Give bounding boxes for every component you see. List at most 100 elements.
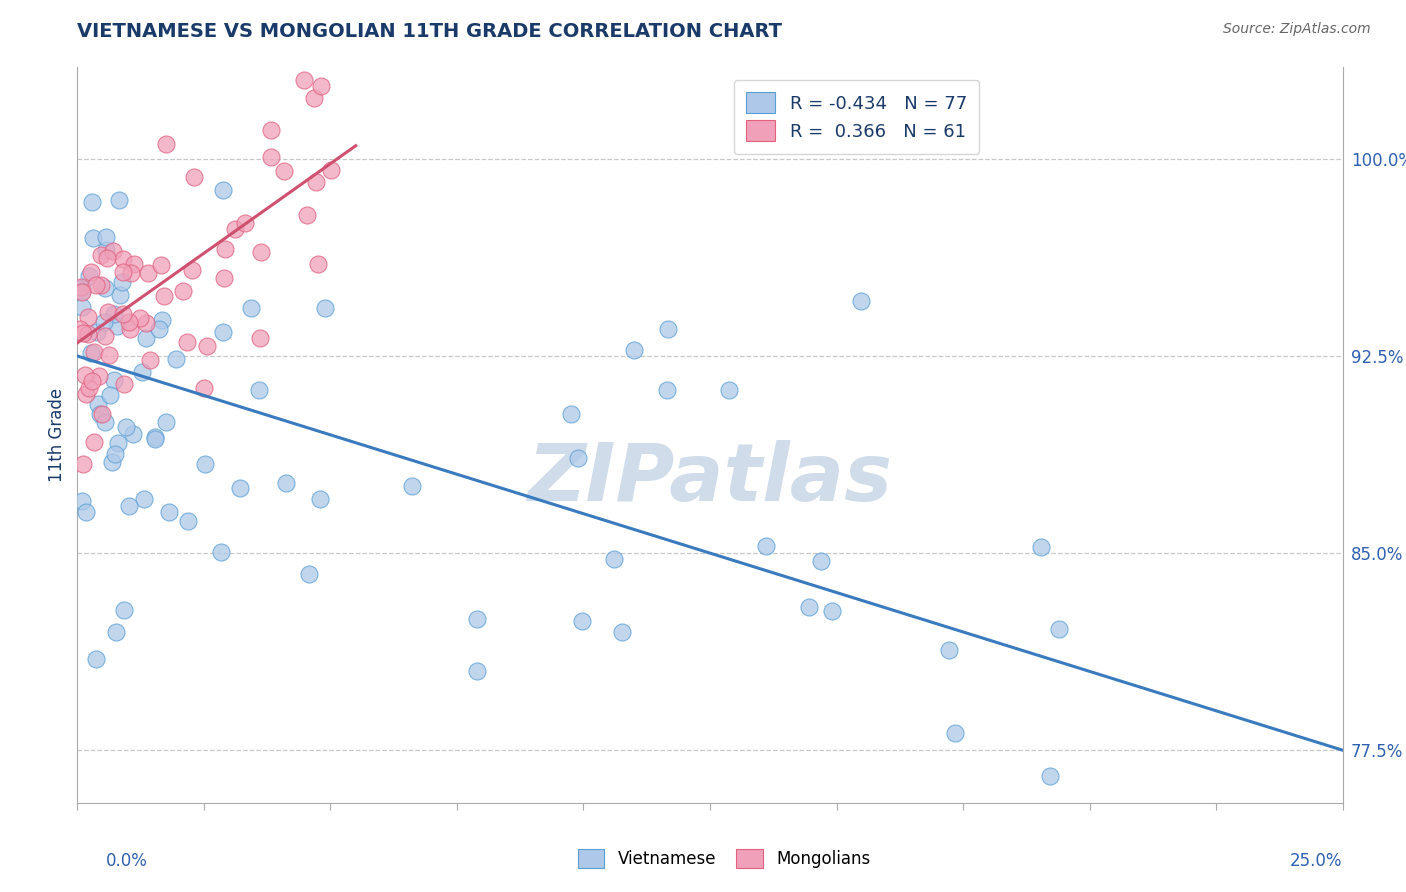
Point: [307, 257, 329, 271]
Point: [112, 377, 135, 392]
Point: [797, 600, 820, 615]
Point: [560, 408, 582, 422]
Point: [180, 263, 202, 277]
Point: [467, 612, 489, 626]
Point: [94, 230, 117, 244]
Point: [94, 415, 117, 429]
Point: [657, 322, 679, 336]
Point: [194, 457, 217, 471]
Point: [139, 352, 162, 367]
Point: [305, 175, 328, 189]
Point: [120, 266, 142, 280]
Y-axis label: 11th Grade: 11th Grade: [48, 388, 66, 482]
Point: [75, 505, 97, 519]
Point: [155, 137, 177, 152]
Point: [150, 313, 173, 327]
Point: [612, 624, 634, 639]
Point: [80, 346, 103, 360]
Point: [177, 514, 200, 528]
Point: [120, 322, 142, 336]
Point: [249, 384, 271, 398]
Point: [224, 222, 246, 236]
Point: [72, 326, 94, 340]
Text: ZIPatlas: ZIPatlas: [527, 440, 893, 518]
Point: [295, 208, 318, 222]
Point: [212, 270, 235, 285]
Point: [97, 348, 120, 362]
Point: [105, 319, 128, 334]
Point: [143, 432, 166, 446]
Point: [80, 265, 103, 279]
Point: [314, 301, 336, 315]
Point: [122, 257, 145, 271]
Point: [122, 426, 145, 441]
Point: [157, 505, 180, 519]
Point: [623, 343, 645, 357]
Point: [467, 665, 489, 679]
Legend: R = -0.434   N = 77, R =  0.366   N = 61: R = -0.434 N = 77, R = 0.366 N = 61: [734, 79, 980, 153]
Point: [97, 304, 120, 318]
Text: VIETNAMESE VS MONGOLIAN 11TH GRADE CORRELATION CHART: VIETNAMESE VS MONGOLIAN 11TH GRADE CORRE…: [77, 22, 782, 41]
Point: [1047, 622, 1070, 636]
Point: [82, 231, 104, 245]
Point: [195, 339, 218, 353]
Text: Source: ZipAtlas.com: Source: ZipAtlas.com: [1223, 22, 1371, 37]
Point: [87, 397, 110, 411]
Point: [76, 326, 98, 341]
Point: [229, 481, 252, 495]
Point: [94, 281, 117, 295]
Point: [233, 216, 256, 230]
Point: [72, 458, 94, 472]
Point: [134, 492, 156, 507]
Point: [309, 492, 332, 507]
Point: [96, 243, 118, 257]
Text: 25.0%: 25.0%: [1291, 852, 1343, 870]
Text: 0.0%: 0.0%: [105, 852, 148, 870]
Point: [655, 383, 678, 397]
Point: [89, 408, 111, 422]
Point: [77, 381, 100, 395]
Point: [79, 269, 101, 284]
Point: [69, 322, 91, 336]
Point: [114, 420, 136, 434]
Point: [72, 284, 94, 298]
Point: [260, 150, 283, 164]
Point: [849, 293, 872, 308]
Point: [131, 365, 153, 379]
Point: [209, 544, 232, 558]
Point: [107, 435, 129, 450]
Point: [111, 265, 134, 279]
Point: [401, 479, 423, 493]
Point: [103, 373, 125, 387]
Point: [176, 335, 198, 350]
Point: [172, 284, 194, 298]
Point: [943, 726, 966, 740]
Point: [145, 430, 167, 444]
Point: [571, 615, 593, 629]
Point: [135, 331, 157, 345]
Point: [104, 625, 127, 640]
Point: [90, 407, 112, 421]
Point: [86, 325, 108, 339]
Point: [112, 252, 135, 266]
Point: [72, 301, 94, 315]
Point: [165, 351, 187, 366]
Point: [567, 451, 589, 466]
Point: [96, 251, 118, 265]
Point: [77, 310, 100, 325]
Point: [239, 301, 262, 315]
Point: [321, 163, 343, 178]
Legend: Vietnamese, Mongolians: Vietnamese, Mongolians: [571, 843, 877, 875]
Point: [129, 310, 152, 325]
Point: [72, 493, 94, 508]
Point: [103, 307, 125, 321]
Point: [212, 325, 235, 339]
Point: [80, 195, 103, 210]
Point: [155, 415, 177, 429]
Point: [108, 193, 131, 207]
Point: [249, 331, 271, 345]
Point: [302, 91, 325, 105]
Point: [193, 381, 215, 395]
Point: [755, 539, 778, 553]
Point: [938, 642, 960, 657]
